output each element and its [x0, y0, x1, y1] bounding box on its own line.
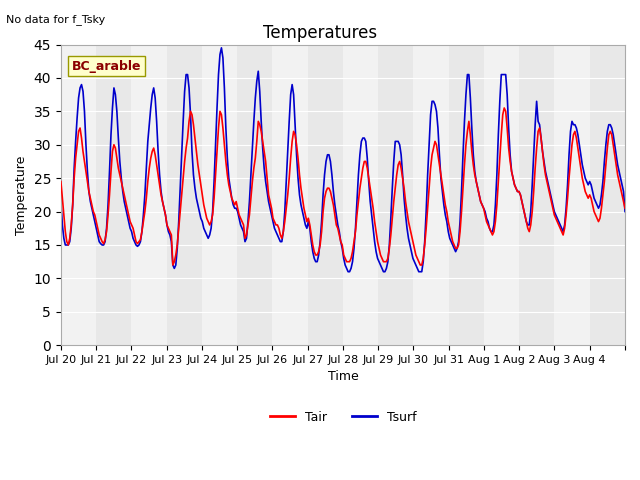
Bar: [273, 45, 308, 345]
Legend: Tair, Tsurf: Tair, Tsurf: [264, 406, 421, 429]
Text: BC_arable: BC_arable: [72, 60, 141, 72]
Bar: [554, 45, 589, 345]
Bar: [131, 45, 166, 345]
Bar: [484, 45, 519, 345]
Bar: [343, 45, 378, 345]
Bar: [202, 45, 237, 345]
X-axis label: Time: Time: [328, 371, 358, 384]
Text: Temperatures: Temperatures: [263, 24, 377, 42]
Text: No data for f_Tsky: No data for f_Tsky: [6, 14, 106, 25]
Bar: [413, 45, 449, 345]
Y-axis label: Temperature: Temperature: [15, 155, 28, 235]
Bar: [61, 45, 96, 345]
